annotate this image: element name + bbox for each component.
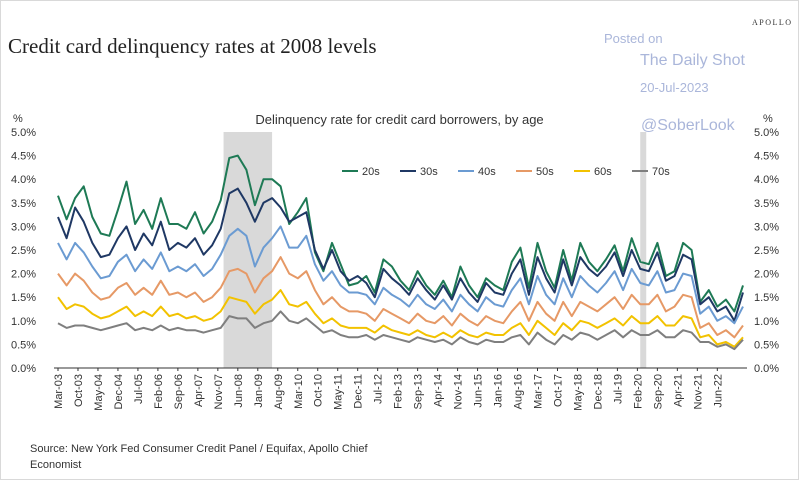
y-axis-unit-left: % [13,113,23,125]
y-tick-right-label: 2.5% [754,245,779,257]
x-tick-label: Aug-16 [513,374,525,409]
x-tick-label: Jan-09 [253,374,265,408]
x-tick-label: Sep-20 [652,374,664,409]
watermark-handle: @SoberLook [641,117,735,134]
y-tick-left-label: 5.0% [11,127,36,139]
legend-label-50s: 50s [536,166,554,178]
x-tick-label: Oct-10 [313,374,325,407]
series-line-20s [57,154,744,313]
x-tick-label: Apr-14 [433,374,445,407]
x-tick-label: Dec-11 [353,374,365,409]
y-tick-left-label: 3.0% [11,221,36,233]
y-tick-right-label: 4.0% [754,174,779,186]
y-tick-left-label: 4.0% [11,174,36,186]
y-tick-left-label: 1.0% [11,316,36,328]
chart-title: Credit card delinquency rates at 2008 le… [8,34,377,58]
y-tick-right-label: 2.0% [754,269,779,281]
y-tick-right-label: 3.5% [754,198,779,210]
y-tick-right-label: 3.0% [754,221,779,233]
watermark-site: The Daily Shot [640,52,745,69]
series-line-30s [57,187,744,322]
brand-logo: APOLLO [752,18,793,27]
x-tick-label: Feb-06 [153,374,165,409]
series-line-60s [57,289,744,348]
y-tick-left-label: 0.0% [11,363,36,375]
legend-label-30s: 30s [420,166,438,178]
x-tick-label: Aug-09 [273,374,285,409]
y-tick-left-label: 0.5% [11,339,36,351]
recession-band-1 [640,132,647,368]
y-tick-right-label: 0.0% [754,363,779,375]
x-tick-label: Sep-13 [413,374,425,409]
x-tick-label: Jan-16 [493,374,505,408]
x-tick-label: Sep-06 [173,374,185,409]
y-tick-left-label: 2.0% [11,269,36,281]
legend-label-60s: 60s [594,166,612,178]
x-tick-label: Jun-22 [712,374,724,408]
x-tick-label: Mar-10 [293,374,305,409]
watermark-posted-on: Posted on [604,31,663,46]
x-tick-label: Jul-12 [373,374,385,404]
x-tick-label: May-11 [333,374,345,410]
x-tick-label: Apr-07 [193,374,205,407]
x-tick-label: Jul-05 [133,374,145,404]
x-tick-label: Oct-03 [73,374,85,407]
legend-label-40s: 40s [478,166,496,178]
x-tick-label: Nov-14 [453,374,465,409]
y-tick-left-label: 4.5% [11,151,36,163]
series-line-70s [57,310,744,351]
x-tick-label: Jun-08 [233,374,245,408]
legend-label-70s: 70s [652,166,670,178]
x-tick-label: Dec-04 [113,374,125,409]
x-tick-label: Jun-15 [473,374,485,408]
watermark-date: 20-Jul-2023 [640,80,709,95]
recession-band-0 [223,132,273,368]
series-line-40s [57,225,744,325]
x-tick-label: May-18 [572,374,584,411]
x-tick-label: Oct-17 [552,374,564,407]
x-tick-label: Nov-21 [692,374,704,409]
y-tick-right-label: 0.5% [754,339,779,351]
y-tick-left-label: 2.5% [11,245,36,257]
legend-label-20s: 20s [362,166,380,178]
x-tick-label: Feb-13 [393,374,405,409]
x-tick-label: Mar-03 [53,374,65,409]
y-tick-right-label: 1.5% [754,292,779,304]
source-note: Source: New York Fed Consumer Credit Pan… [30,443,368,471]
y-tick-right-label: 5.0% [754,127,779,139]
series-line-50s [57,256,744,339]
y-tick-right-label: 1.0% [754,316,779,328]
x-tick-label: May-04 [93,374,105,411]
chart-subtitle: Delinquency rate for credit card borrowe… [255,112,544,127]
x-tick-label: Feb-20 [632,374,644,409]
y-tick-right-label: 4.5% [754,151,779,163]
x-tick-label: Jul-19 [612,374,624,404]
y-tick-left-label: 1.5% [11,292,36,304]
x-tick-label: Apr-21 [672,374,684,407]
y-tick-left-label: 3.5% [11,198,36,210]
x-tick-label: Mar-17 [533,374,545,409]
x-tick-label: Nov-07 [213,374,225,409]
y-axis-unit-right: % [763,113,773,125]
x-tick-label: Dec-18 [592,374,604,409]
